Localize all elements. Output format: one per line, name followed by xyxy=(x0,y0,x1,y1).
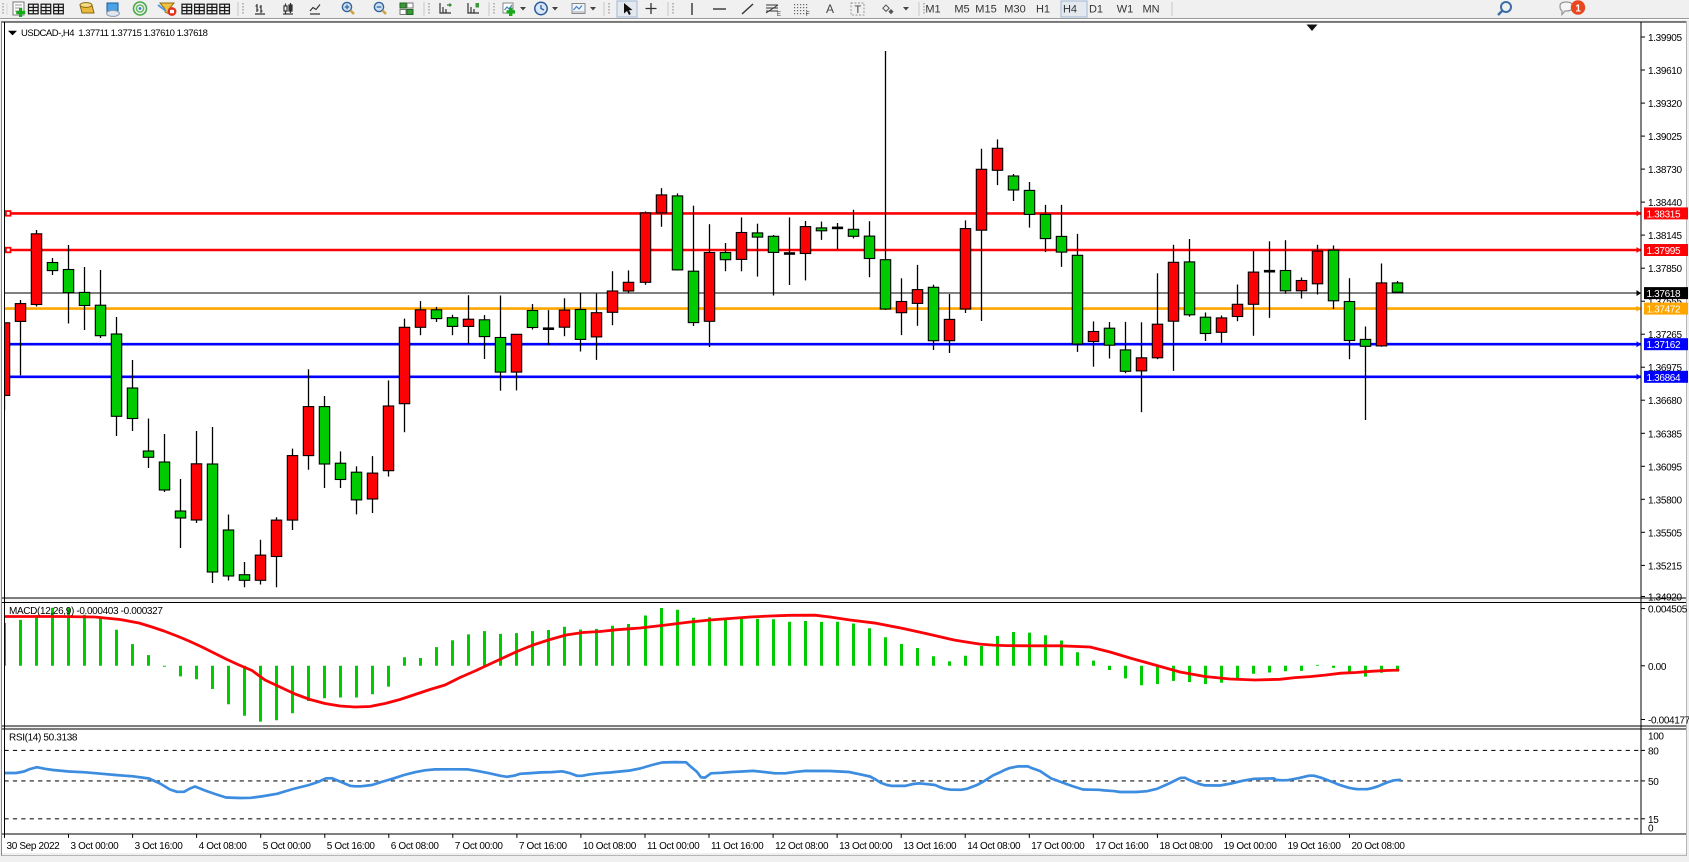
svg-text:1.38440: 1.38440 xyxy=(1648,198,1682,209)
svg-text:W1: W1 xyxy=(1117,4,1134,16)
svg-text:20 Oct 08:00: 20 Oct 08:00 xyxy=(1352,841,1406,852)
svg-text:14 Oct 08:00: 14 Oct 08:00 xyxy=(967,841,1021,852)
svg-text:1.37472: 1.37472 xyxy=(1647,305,1681,316)
svg-text:7 Oct 16:00: 7 Oct 16:00 xyxy=(519,841,568,852)
svg-text:19 Oct 16:00: 19 Oct 16:00 xyxy=(1288,841,1342,852)
svg-text:RSI(14) 50.3138: RSI(14) 50.3138 xyxy=(9,733,78,744)
svg-text:11 Oct 16:00: 11 Oct 16:00 xyxy=(711,841,764,852)
svg-text:5 Oct 16:00: 5 Oct 16:00 xyxy=(327,841,376,852)
svg-text:0.00: 0.00 xyxy=(1648,662,1667,673)
svg-text:USDCAD-,H4 1.37711 1.37715 1.: USDCAD-,H4 1.37711 1.37715 1.37610 1.376… xyxy=(21,28,208,39)
svg-text:1.39025: 1.39025 xyxy=(1648,132,1682,143)
svg-text:1.37162: 1.37162 xyxy=(1647,340,1681,351)
svg-text:1.38315: 1.38315 xyxy=(1647,209,1681,220)
svg-text:17 Oct 16:00: 17 Oct 16:00 xyxy=(1095,841,1149,852)
svg-text:M30: M30 xyxy=(1004,4,1025,16)
svg-text:3 Oct 16:00: 3 Oct 16:00 xyxy=(135,841,184,852)
svg-text:H4: H4 xyxy=(1063,4,1077,16)
svg-text:1.36095: 1.36095 xyxy=(1648,462,1682,473)
svg-text:12 Oct 08:00: 12 Oct 08:00 xyxy=(775,841,829,852)
svg-text:17 Oct 00:00: 17 Oct 00:00 xyxy=(1031,841,1085,852)
svg-text:0.004505: 0.004505 xyxy=(1648,605,1688,616)
svg-text:M1: M1 xyxy=(925,4,940,16)
svg-text:M5: M5 xyxy=(954,4,969,16)
svg-text:M15: M15 xyxy=(975,4,996,16)
svg-text:H1: H1 xyxy=(1036,4,1050,16)
svg-text:10 Oct 08:00: 10 Oct 08:00 xyxy=(583,841,637,852)
svg-text:T: T xyxy=(855,4,862,16)
svg-text:1: 1 xyxy=(1575,4,1581,15)
svg-text:1.37995: 1.37995 xyxy=(1647,246,1681,257)
svg-text:4 Oct 08:00: 4 Oct 08:00 xyxy=(199,841,248,852)
svg-text:1.39905: 1.39905 xyxy=(1648,33,1682,44)
svg-text:7 Oct 00:00: 7 Oct 00:00 xyxy=(455,841,504,852)
svg-text:1.39610: 1.39610 xyxy=(1648,66,1682,77)
svg-text:E: E xyxy=(777,12,781,18)
svg-text:1.36864: 1.36864 xyxy=(1647,373,1681,384)
svg-text:1.38145: 1.38145 xyxy=(1648,231,1682,242)
svg-text:18 Oct 08:00: 18 Oct 08:00 xyxy=(1159,841,1213,852)
svg-text:MN: MN xyxy=(1142,4,1159,16)
svg-text:1.36680: 1.36680 xyxy=(1648,396,1682,407)
svg-text:1.37618: 1.37618 xyxy=(1647,289,1681,300)
svg-text:0: 0 xyxy=(1648,824,1654,835)
svg-text:MACD(12,26,9) -0.000403 -0.000: MACD(12,26,9) -0.000403 -0.000327 xyxy=(9,606,163,617)
svg-text:100: 100 xyxy=(1648,732,1664,743)
svg-text:F: F xyxy=(806,12,810,18)
svg-text:1.35800: 1.35800 xyxy=(1648,495,1682,506)
svg-text:1.36975: 1.36975 xyxy=(1648,363,1682,374)
svg-text:13 Oct 00:00: 13 Oct 00:00 xyxy=(839,841,893,852)
svg-text:1.37265: 1.37265 xyxy=(1648,330,1682,341)
svg-text:1.34920: 1.34920 xyxy=(1648,593,1682,604)
svg-text:1.35215: 1.35215 xyxy=(1648,561,1682,572)
svg-text:-0.004177: -0.004177 xyxy=(1648,716,1689,727)
svg-text:A: A xyxy=(826,2,834,16)
svg-text:1.39320: 1.39320 xyxy=(1648,99,1682,110)
svg-text:6 Oct 08:00: 6 Oct 08:00 xyxy=(391,841,440,852)
svg-text:11 Oct 00:00: 11 Oct 00:00 xyxy=(647,841,700,852)
svg-text:50: 50 xyxy=(1648,777,1659,788)
svg-text:1.35505: 1.35505 xyxy=(1648,528,1682,539)
svg-text:1.37850: 1.37850 xyxy=(1648,264,1682,275)
svg-text:13 Oct 16:00: 13 Oct 16:00 xyxy=(903,841,957,852)
svg-text:5 Oct 00:00: 5 Oct 00:00 xyxy=(263,841,312,852)
svg-text:3 Oct 00:00: 3 Oct 00:00 xyxy=(71,841,120,852)
svg-text:1.36385: 1.36385 xyxy=(1648,429,1682,440)
svg-text:80: 80 xyxy=(1648,746,1659,757)
svg-text:D1: D1 xyxy=(1089,4,1103,16)
svg-text:1.38730: 1.38730 xyxy=(1648,165,1682,176)
svg-text:15: 15 xyxy=(1648,815,1659,826)
svg-text:30 Sep 2022: 30 Sep 2022 xyxy=(7,841,61,852)
svg-text:19 Oct 00:00: 19 Oct 00:00 xyxy=(1224,841,1278,852)
